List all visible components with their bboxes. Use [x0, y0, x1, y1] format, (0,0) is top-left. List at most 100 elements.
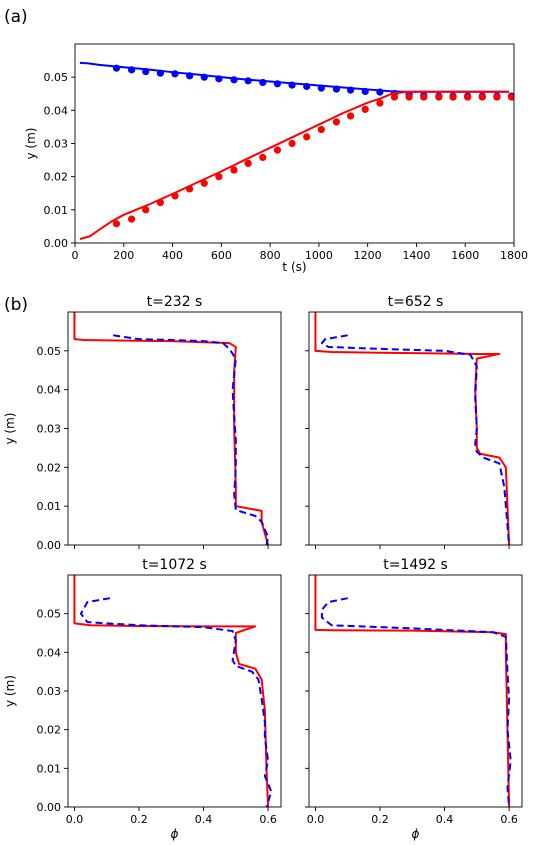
y-tick-label: 0.01 — [37, 500, 62, 513]
y-axis-label: y (m) — [3, 675, 17, 707]
x-tick-label: 0.2 — [371, 813, 389, 826]
y-tick-label: 0.04 — [37, 646, 62, 659]
data-point — [303, 82, 311, 91]
data-point — [332, 118, 341, 126]
data-point — [156, 198, 164, 207]
series-line-solid — [73, 575, 270, 807]
chart-2: t=652 s — [305, 294, 523, 549]
y-tick-label: 0.04 — [44, 104, 69, 117]
data-point — [127, 215, 136, 223]
data-point — [288, 139, 296, 148]
chart-1: 0.00 0.01 0.02 0.03 0.04 0.05 t=232 s y (m) — [3, 294, 282, 552]
subplot-title: t=232 s — [147, 294, 203, 310]
series-line-solid — [79, 90, 510, 240]
data-point — [200, 179, 208, 187]
y-tick-label: 0.05 — [44, 71, 69, 84]
data-point — [186, 185, 194, 193]
data-point — [435, 93, 443, 101]
data-point — [244, 77, 252, 85]
data-point — [493, 93, 501, 101]
data-point — [171, 192, 179, 200]
panel-a-label: (a) — [4, 7, 28, 27]
x-axis-label: t (s) — [282, 260, 306, 274]
data-point — [361, 105, 369, 113]
data-point — [361, 87, 369, 96]
data-point — [288, 81, 296, 89]
data-point — [142, 206, 150, 214]
data-point — [142, 67, 150, 76]
y-tick-label: 0.05 — [37, 345, 62, 358]
x-tick-label: 0.4 — [195, 813, 213, 826]
x-tick-label: 200 — [113, 249, 134, 262]
data-point — [317, 125, 325, 134]
data-point — [259, 153, 267, 162]
series-line-dashed — [79, 597, 273, 807]
data-point — [186, 72, 194, 80]
data-point — [200, 73, 208, 81]
series-line-solid — [314, 312, 511, 545]
y-tick-label: 0.03 — [37, 685, 62, 698]
y-tick-label: 0.03 — [44, 138, 69, 151]
plot-frame — [67, 311, 282, 546]
x-tick-label: 1800 — [500, 249, 528, 262]
x-tick-label: 0.6 — [259, 813, 277, 826]
series-group — [73, 575, 273, 807]
x-tick-label: 1000 — [305, 249, 333, 262]
data-point — [332, 85, 341, 93]
series-group — [314, 575, 512, 807]
panel-b-label: (b) — [4, 295, 28, 315]
y-tick-label: 0.01 — [37, 762, 62, 775]
subplot-title: t=1072 s — [142, 557, 207, 573]
data-point — [346, 86, 355, 94]
data-point — [244, 159, 252, 167]
data-point — [405, 93, 413, 101]
plot-frame — [308, 574, 523, 808]
data-point — [507, 93, 514, 101]
data-point — [259, 78, 267, 87]
y-tick-label: 0.01 — [44, 204, 69, 217]
data-point — [303, 133, 311, 141]
x-tick-label: 400 — [162, 249, 183, 262]
x-axis-label: ϕ — [171, 827, 179, 841]
y-tick-label: 0.00 — [37, 539, 62, 552]
series-group — [314, 312, 511, 545]
data-point — [449, 93, 457, 101]
data-point — [478, 93, 486, 101]
x-tick-label: 1400 — [402, 249, 430, 262]
y-tick-label: 0.05 — [37, 608, 62, 621]
chart-4: 0.0 0.2 0.4 0.6 t=1492 s ϕ — [305, 557, 523, 841]
data-point — [317, 84, 325, 92]
data-point — [215, 173, 223, 181]
data-point — [346, 112, 355, 120]
series-group — [79, 61, 514, 240]
x-axis-label: ϕ — [412, 827, 420, 841]
y-tick-label: 0.02 — [44, 171, 69, 184]
y-axis-label: y (m) — [3, 413, 17, 445]
y-tick-label: 0.00 — [37, 801, 62, 814]
series-line-solid — [314, 575, 511, 807]
y-tick-label: 0.02 — [37, 724, 62, 737]
data-point — [376, 88, 384, 96]
series-line-dashed — [320, 334, 511, 545]
y-tick-label: 0.02 — [37, 461, 62, 474]
x-tick-label: 0.0 — [66, 813, 84, 826]
data-point — [273, 80, 282, 88]
data-point — [156, 69, 164, 77]
subplot-title: t=652 s — [388, 294, 444, 310]
plot-frame — [67, 574, 282, 808]
x-tick-label: 600 — [211, 249, 232, 262]
series-line-dashed — [113, 334, 270, 545]
y-axis-label: y (m) — [24, 128, 38, 160]
y-tick-label: 0.00 — [44, 237, 69, 250]
series-line-solid — [73, 312, 270, 545]
data-point — [112, 64, 121, 72]
data-point — [112, 220, 121, 228]
data-point — [420, 93, 428, 101]
series-line-dashed — [320, 597, 512, 807]
x-tick-label: 0.0 — [307, 813, 325, 826]
data-point — [273, 146, 282, 154]
x-tick-label: 1200 — [354, 249, 382, 262]
series-group — [73, 312, 270, 545]
x-tick-label: 1600 — [451, 249, 479, 262]
